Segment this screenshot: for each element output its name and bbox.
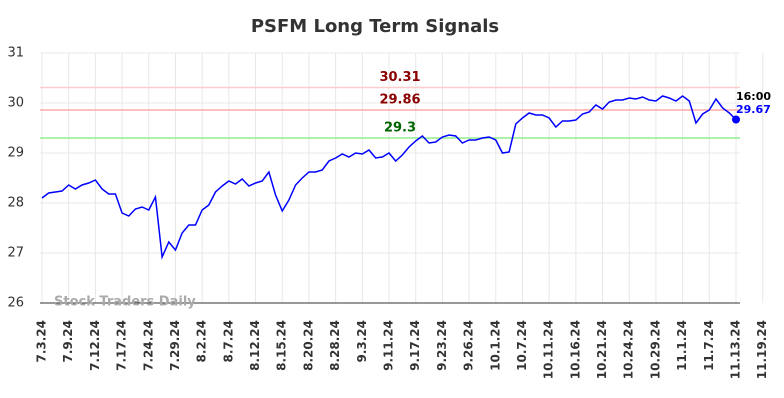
end-time-label: 16:00 [736, 90, 771, 103]
x-tick-label: 9.23.24 [435, 320, 449, 371]
x-tick-label: 11.19.24 [755, 320, 769, 379]
x-tick-label: 10.16.24 [568, 320, 582, 379]
x-tick-label: 11.22.24 [782, 320, 784, 379]
last-point [732, 115, 740, 124]
watermark: Stock Traders Daily [54, 295, 196, 310]
signal-label: 29.86 [379, 93, 420, 108]
x-tick-label: 11.1.24 [675, 320, 689, 371]
x-tick-label: 11.7.24 [702, 320, 716, 371]
x-tick-label: 7.9.24 [61, 320, 75, 363]
x-tick-label: 9.3.24 [355, 320, 369, 363]
x-tick-label: 9.11.24 [382, 320, 396, 371]
price-line [41, 95, 737, 260]
chart-title: PSFM Long Term Signals [251, 16, 499, 37]
x-tick-label: 10.21.24 [595, 320, 609, 379]
y-tick-label: 29 [7, 146, 24, 161]
x-tick-label: 7.29.24 [168, 320, 182, 371]
x-tick-label: 9.26.24 [462, 320, 476, 371]
y-tick-label: 26 [7, 296, 24, 311]
x-tick-label: 7.17.24 [115, 320, 129, 371]
y-tick-label: 30 [7, 96, 24, 111]
y-tick-label: 28 [7, 196, 24, 211]
x-tick-label: 11.13.24 [729, 320, 743, 379]
signal-label: 29.3 [384, 121, 416, 136]
x-tick-label: 8.7.24 [221, 320, 235, 363]
x-tick-label: 10.11.24 [542, 320, 556, 379]
x-tick-label: 9.17.24 [408, 320, 422, 371]
x-tick-label: 8.12.24 [248, 320, 262, 371]
x-tick-label: 10.29.24 [648, 320, 662, 379]
x-tick-label: 7.24.24 [141, 320, 155, 371]
x-tick-label: 7.12.24 [88, 320, 102, 371]
y-tick-label: 27 [7, 246, 24, 261]
x-tick-label: 8.28.24 [328, 320, 342, 371]
y-tick-label: 31 [7, 46, 24, 61]
x-tick-label: 10.24.24 [622, 320, 636, 379]
x-tick-label: 8.2.24 [195, 320, 209, 363]
x-tick-label: 7.3.24 [35, 320, 49, 363]
x-tick-label: 10.1.24 [488, 320, 502, 371]
signal-label: 30.31 [379, 70, 420, 85]
x-tick-label: 8.15.24 [275, 320, 289, 371]
x-tick-label: 10.7.24 [515, 320, 529, 371]
last-value-label: 29.67 [736, 103, 771, 116]
x-tick-label: 8.20.24 [301, 320, 315, 371]
